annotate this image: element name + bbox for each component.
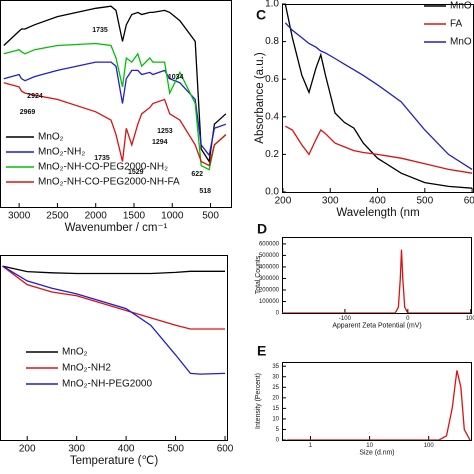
peak-annotation: 1253 <box>157 128 173 135</box>
y-axis-label: Absorbance (a.u.) <box>254 52 266 144</box>
x-axis-label: Wavelength (nm <box>336 207 419 219</box>
x-tick-label: 3000 <box>8 211 31 222</box>
y-tick-label: 30 <box>272 374 279 380</box>
series-line <box>282 249 471 313</box>
panel-label: E <box>257 343 266 359</box>
peak-annotation: 622 <box>191 171 203 178</box>
y-axis-label: Intensity (Percent) <box>255 373 262 429</box>
x-tick-label: 1 <box>309 443 313 449</box>
series-line <box>284 125 473 174</box>
series-line <box>3 61 227 157</box>
y-tick-label: 0 <box>276 438 280 444</box>
y-tick-label: 25 <box>272 385 279 391</box>
y-tick-label: 0.2 <box>265 149 279 160</box>
x-tick-label: 300 <box>68 444 85 455</box>
series-line <box>3 82 227 167</box>
x-tick-label: 1500 <box>123 211 146 222</box>
x-axis-label: Wavenumber / cm⁻¹ <box>65 222 168 234</box>
plot-frame <box>282 237 472 314</box>
x-tick-label: 10 <box>366 443 373 449</box>
y-tick-label: 100000 <box>259 299 280 305</box>
peak-annotation: 1735 <box>94 155 110 162</box>
panel: -100 0 100 0 100000 200000 300000 400000 500000 6… <box>255 221 474 330</box>
y-tick-label: 10 <box>272 416 279 422</box>
y-tick-label: 400000 <box>259 265 280 271</box>
plot-frame <box>0 255 228 441</box>
legend-label: MnO₂-NH-PEG2000 <box>62 379 152 390</box>
legend-label: MnO₂-NH₂ <box>38 147 85 158</box>
y-tick-label: 0 <box>276 311 280 317</box>
x-tick-label: -100 <box>339 316 352 322</box>
series-line <box>284 22 473 170</box>
x-tick-label: 100 <box>424 443 435 449</box>
peak-annotation: 1735 <box>92 27 108 34</box>
y-tick-label: 35 <box>272 364 279 370</box>
panel-label: D <box>257 221 267 237</box>
legend-label: MnO₂ <box>38 132 64 143</box>
peak-annotation: 518 <box>199 188 211 195</box>
x-tick-label: 0 <box>406 316 410 322</box>
y-tick-label: 200000 <box>259 288 280 294</box>
panel: 200 300 400 500 600 0.0 0.2 0.4 0.6 0.8 1.0 Wavelen… <box>254 0 474 219</box>
x-tick-label: 1000 <box>161 211 184 222</box>
plot-frame <box>282 4 474 193</box>
y-tick-label: 1.0 <box>265 0 279 10</box>
y-tick-label: 0.8 <box>265 36 279 47</box>
series-line <box>286 370 471 440</box>
legend-label: MnO₂ <box>62 347 88 358</box>
plot-frame <box>0 0 232 208</box>
peak-annotation: 1529 <box>128 169 144 176</box>
legend-label: MnO₂-NH-CO-PEG2000-NH₂ <box>38 162 168 173</box>
y-tick-label: 5 <box>276 427 280 433</box>
x-tick-label: 600 <box>217 444 234 455</box>
panel: 3000 2500 2000 1500 1000 500 Wavenumber / cm⁻¹… <box>0 0 232 234</box>
x-tick-label: 2500 <box>46 211 69 222</box>
legend-label: MnO <box>450 37 472 48</box>
x-axis-label: Apparent Zeta Potential (mV) <box>332 322 421 329</box>
series-line <box>2 265 225 275</box>
x-axis-label: Temperature (℃) <box>70 455 158 467</box>
x-tick-label: 500 <box>416 196 433 207</box>
peak-annotation: 2924 <box>27 93 43 100</box>
y-tick-label: 20 <box>272 395 279 401</box>
x-tick-label: 500 <box>167 444 184 455</box>
y-tick-label: 0.6 <box>265 74 279 85</box>
x-tick-label: 400 <box>118 444 135 455</box>
x-tick-label: 200 <box>19 444 36 455</box>
series-line <box>3 5 227 164</box>
y-tick-label: 0.4 <box>265 111 279 122</box>
legend-label: MnO₂-NH2 <box>62 363 111 374</box>
peak-annotation: 1034 <box>168 74 184 81</box>
panel: 200 300 400 500 600 Temperature (℃) MnO₂ MnO₂-N… <box>0 255 234 467</box>
legend-label: MnO₂-NH-CO-PEG2000-NH-FA <box>38 177 180 188</box>
x-tick-label: 600 <box>464 196 474 207</box>
x-tick-label: 300 <box>322 196 339 207</box>
y-tick-label: 300000 <box>259 276 280 282</box>
peak-annotation: 1294 <box>152 139 168 146</box>
x-tick-label: 400 <box>369 196 386 207</box>
series-line <box>284 4 473 189</box>
series-line <box>2 265 226 375</box>
y-tick-label: 600000 <box>259 241 280 247</box>
peak-annotation: 2969 <box>20 109 36 116</box>
series-line <box>3 42 227 171</box>
legend-label: FA <box>450 19 463 30</box>
y-tick-label: 15 <box>272 406 279 412</box>
x-tick-label: 500 <box>202 211 219 222</box>
x-axis-label: Size (d.nm) <box>359 449 394 456</box>
series-line <box>2 265 225 330</box>
x-tick-label: 100 <box>466 316 474 322</box>
x-tick-label: 2000 <box>85 211 108 222</box>
y-tick-label: 500000 <box>259 253 280 259</box>
x-tick-label: 200 <box>275 196 292 207</box>
plot-frame <box>282 362 472 441</box>
panel: 1 10 100 0 5 10 15 20 25 30 35 Size (d.nm) Intensity… <box>255 343 472 456</box>
y-axis-label: Total Counts <box>255 255 262 294</box>
legend-label: MnO <box>450 1 472 12</box>
panel-label: C <box>256 7 266 23</box>
y-tick-label: 0.0 <box>265 187 279 198</box>
